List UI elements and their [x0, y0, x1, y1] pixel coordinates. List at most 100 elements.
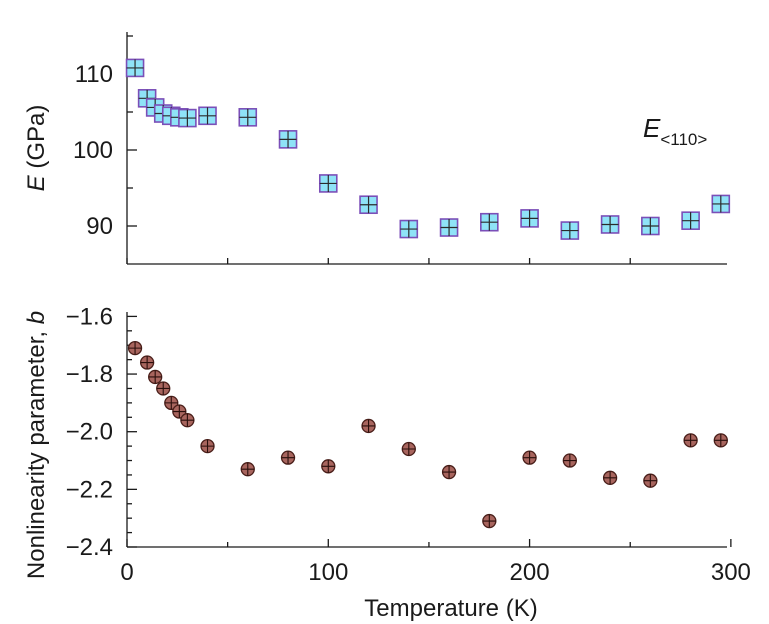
bottom-y-tick-label: −2.2	[66, 476, 113, 503]
nonlinearity-point	[200, 438, 215, 454]
nonlinearity-marker-cross	[140, 356, 154, 370]
nonlinearity-point	[683, 433, 698, 448]
series-annotation-subscript: <110>	[660, 130, 707, 149]
modulus-points	[125, 58, 731, 240]
nonlinearity-point	[482, 513, 497, 529]
bottom-y-axis-title: Nonlinearity parameter, b	[23, 311, 50, 579]
modulus-marker-cross	[199, 107, 217, 125]
nonlinearity-marker-cross	[523, 451, 537, 465]
modulus-point	[318, 174, 338, 193]
nonlinearity-point	[164, 395, 179, 411]
modulus-marker-cross	[641, 217, 659, 235]
nonlinearity-marker-cross	[402, 442, 416, 456]
modulus-marker-cross	[126, 59, 144, 77]
bottom-y-axis-title-rest: Nonlinearity parameter,	[23, 324, 50, 579]
nonlinearity-point	[643, 473, 658, 488]
modulus-marker-cross	[561, 222, 579, 240]
bottom-x-ticks: 0 100 200 300	[120, 539, 751, 586]
nonlinearity-points	[127, 340, 728, 529]
nonlinearity-point	[401, 441, 416, 457]
nonlinearity-marker-cross	[164, 396, 178, 410]
nonlinearity-point	[148, 369, 163, 385]
x-tick-label: 200	[510, 559, 550, 586]
nonlinearity-marker-cross	[603, 471, 617, 485]
top-y-tick-label: 110	[75, 61, 113, 88]
modulus-marker-cross	[440, 219, 458, 237]
nonlinearity-point	[441, 464, 457, 480]
modulus-point	[560, 221, 580, 240]
nonlinearity-marker-cross	[563, 454, 577, 468]
top-y-tick-label: 100	[73, 137, 113, 164]
nonlinearity-point	[321, 459, 336, 474]
x-tick-label: 0	[120, 559, 133, 586]
nonlinearity-marker-cross	[321, 459, 335, 473]
modulus-marker-cross	[712, 195, 730, 213]
nonlinearity-point	[562, 453, 577, 468]
modulus-point	[399, 219, 419, 239]
nonlinearity-panel: −1.6 −1.8 −2.0 −2.2 −2.4 0 100 200 300 Nonlinea…	[23, 303, 751, 622]
nonlinearity-point	[522, 450, 537, 465]
bottom-y-tick-label: −2.4	[66, 534, 113, 561]
nonlinearity-marker-cross	[156, 381, 170, 395]
nonlinearity-marker-cross	[714, 433, 728, 447]
modulus-point	[278, 130, 298, 149]
modulus-marker-cross	[601, 215, 619, 233]
nonlinearity-point	[156, 381, 171, 396]
modulus-marker-cross	[400, 220, 418, 238]
x-tick-label: 100	[308, 559, 348, 586]
bottom-y-ticks: −1.6 −1.8 −2.0 −2.2 −2.4	[66, 303, 137, 561]
nonlinearity-point	[240, 462, 255, 477]
nonlinearity-marker-cross	[482, 514, 496, 528]
x-axis-title: Temperature (K)	[364, 595, 537, 622]
nonlinearity-point	[127, 340, 143, 356]
series-annotation-base: E	[643, 113, 661, 143]
nonlinearity-marker-cross	[241, 462, 255, 476]
nonlinearity-marker-cross	[180, 413, 194, 427]
modulus-marker-cross	[178, 109, 196, 127]
bottom-y-axis-title-italic: b	[23, 311, 50, 324]
nonlinearity-marker-cross	[643, 474, 657, 488]
modulus-point	[520, 209, 539, 228]
bottom-y-tick-label: −1.6	[66, 303, 113, 330]
nonlinearity-marker-cross	[128, 341, 142, 355]
nonlinearity-marker-cross	[442, 465, 456, 479]
top-y-axis-title-italic: E	[23, 174, 50, 191]
nonlinearity-point	[139, 355, 155, 370]
nonlinearity-point	[180, 413, 195, 428]
nonlinearity-marker-cross	[684, 433, 698, 447]
modulus-marker-cross	[521, 209, 539, 227]
top-y-tick-label: 90	[86, 213, 113, 240]
nonlinearity-marker-cross	[201, 439, 215, 453]
nonlinearity-point	[280, 450, 296, 465]
modulus-point	[198, 106, 217, 126]
modulus-point	[359, 195, 378, 215]
nonlinearity-point	[713, 433, 728, 448]
nonlinearity-point	[361, 418, 376, 434]
modulus-point	[125, 58, 145, 78]
modulus-point	[711, 194, 731, 214]
bottom-y-tick-label: −2.0	[66, 419, 113, 446]
modulus-point	[480, 212, 499, 232]
top-x-ticks	[126, 258, 631, 264]
modulus-marker-cross	[239, 108, 257, 126]
nonlinearity-marker-cross	[148, 370, 162, 384]
top-y-axis-title: E (GPa)	[23, 105, 50, 192]
modulus-point	[681, 211, 700, 230]
modulus-marker-cross	[480, 213, 498, 231]
nonlinearity-point	[602, 470, 618, 485]
modulus-marker-cross	[360, 196, 378, 214]
modulus-point	[600, 215, 620, 234]
modulus-marker-cross	[319, 174, 337, 192]
modulus-point	[238, 108, 258, 127]
nonlinearity-marker-cross	[281, 451, 295, 465]
modulus-marker-cross	[682, 212, 700, 230]
modulus-point	[178, 108, 197, 128]
x-tick-label: 300	[711, 559, 751, 586]
nonlinearity-point	[172, 404, 187, 419]
nonlinearity-marker-cross	[362, 419, 376, 433]
modulus-point	[439, 218, 459, 237]
series-annotation: E<110>	[643, 113, 707, 149]
modulus-point	[641, 216, 660, 236]
